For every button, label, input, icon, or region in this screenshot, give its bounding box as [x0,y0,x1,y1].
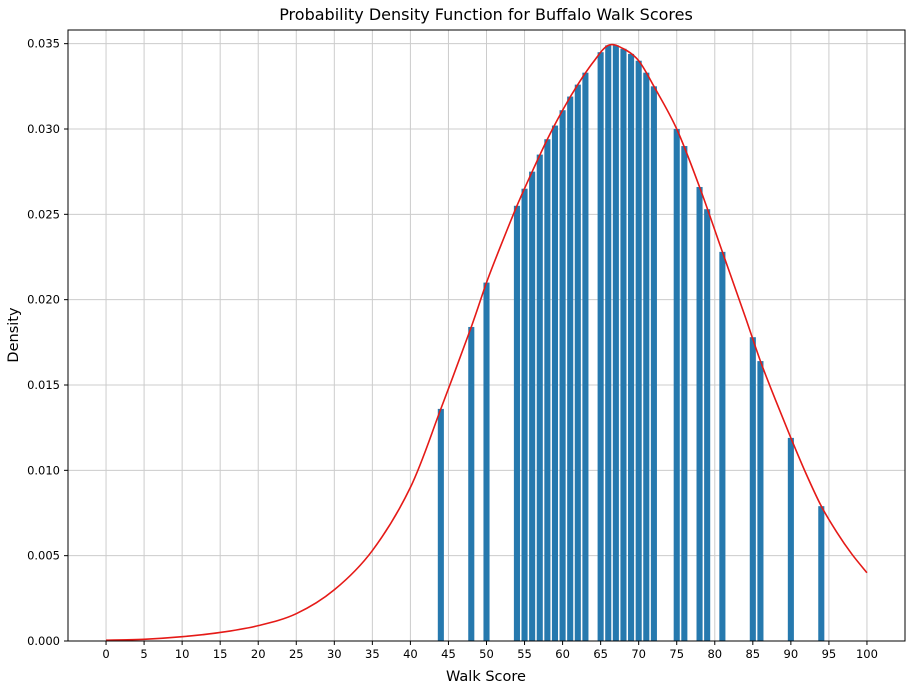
chart-title: Probability Density Function for Buffalo… [279,5,693,24]
x-tick-label: 60 [555,647,570,661]
walk-score-bar [673,128,680,641]
x-tick-label: 15 [213,647,228,661]
x-tick-label: 45 [441,647,456,661]
x-tick-label: 0 [102,647,109,661]
walk-score-bar [513,205,520,641]
walk-score-bar [818,506,825,641]
y-tick-label: 0.000 [27,634,60,648]
x-tick-label: 90 [784,647,799,661]
walk-score-bar [437,408,444,641]
walk-score-bar [620,48,627,641]
x-tick-label: 40 [403,647,418,661]
walk-score-bar [582,72,589,641]
walk-score-bar [468,326,475,641]
x-tick-label: 55 [517,647,532,661]
walk-score-bar [483,282,490,641]
walk-score-bar [749,337,756,641]
x-tick-label: 35 [365,647,380,661]
walk-score-bar [681,146,688,642]
walk-score-bar [521,188,528,642]
y-tick-label: 0.005 [27,549,60,563]
y-tick-label: 0.035 [27,37,60,51]
x-tick-label: 65 [593,647,608,661]
walk-score-bar [650,86,657,641]
y-axis-label: Density [6,307,22,363]
walk-score-bar [696,187,703,641]
walk-score-bar [605,45,612,641]
walk-score-bar [544,139,551,641]
walk-score-bar [536,154,543,641]
y-tick-label: 0.015 [27,378,60,392]
walk-score-bar [567,96,574,641]
walk-score-bar [643,72,650,641]
x-tick-label: 10 [175,647,190,661]
x-tick-label: 5 [140,647,147,661]
bar-series [437,45,825,642]
walk-score-bar [597,52,604,642]
x-axis-label: Walk Score [446,669,526,685]
x-tick-label: 30 [327,647,342,661]
walk-score-bar [704,209,711,641]
x-tick-label: 80 [707,647,722,661]
walk-score-bar [559,110,566,641]
walk-score-bar [551,125,559,641]
x-tick-label: 75 [669,647,684,661]
walk-score-bar [628,53,635,641]
walk-score-bar [612,45,619,641]
x-tick-label: 85 [745,647,760,661]
y-tick-label: 0.020 [27,293,60,307]
x-tick-label: 95 [822,647,837,661]
x-tick-label: 70 [631,647,646,661]
walk-score-bar [635,60,642,642]
x-tick-label: 20 [251,647,266,661]
tick-labels: 0 5 10 15 20 25 30 35 40 45 50 55 60 65 70 75 80 85 90 95 10… [27,37,878,661]
walk-score-bar [757,361,764,641]
y-tick-label: 0.025 [27,207,60,221]
pdf-curve [106,43,868,641]
walk-score-bar [529,171,536,641]
x-tick-label: 25 [289,647,304,661]
pdf-curve-path [106,43,868,641]
walk-score-bar [574,84,581,642]
y-tick-label: 0.030 [27,122,60,136]
walk-score-bar [719,251,726,641]
walk-score-bar [787,437,794,641]
y-tick-label: 0.010 [27,463,60,477]
x-tick-label: 100 [856,647,878,661]
x-tick-label: 50 [479,647,494,661]
tick-marks [64,43,868,645]
